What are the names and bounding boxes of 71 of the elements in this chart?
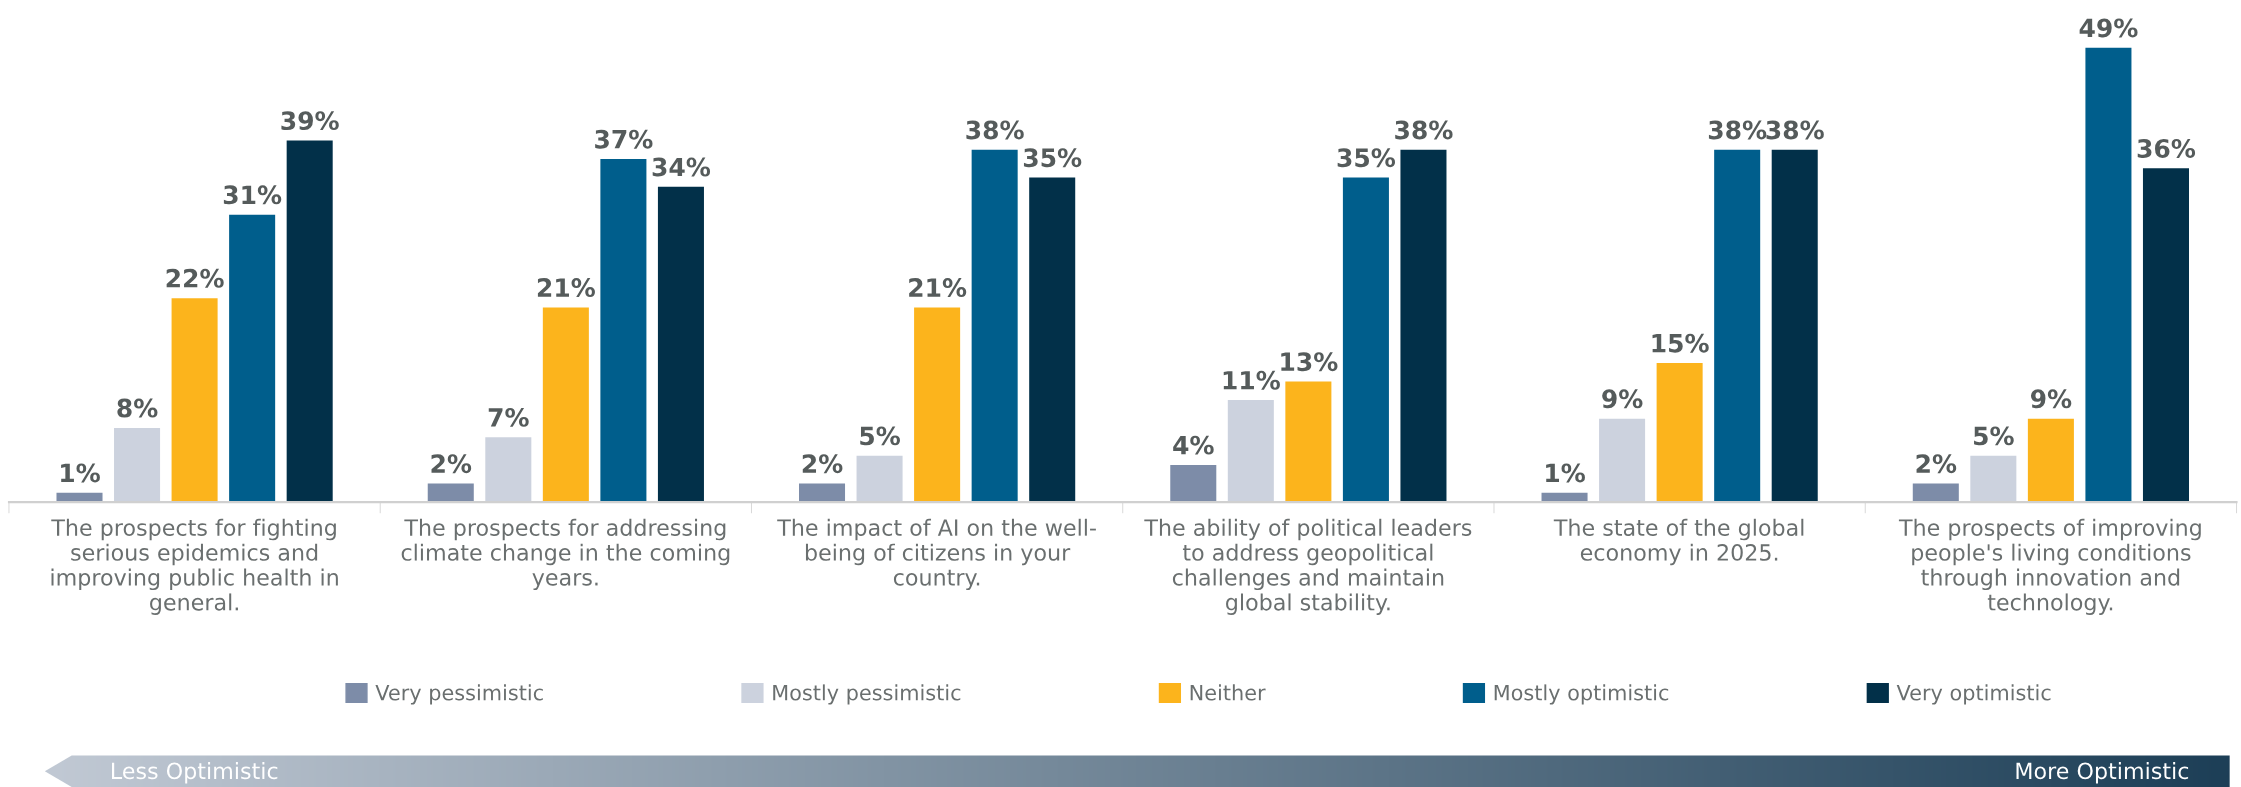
bar [2085, 47, 2132, 503]
x-tick-label: The prospects of improving people's living conditions through innovation and technology. [1898, 518, 2201, 615]
data-label: 11% [1223, 370, 1280, 390]
data-label: 22% [166, 268, 224, 288]
data-label: 35% [1337, 148, 1396, 168]
bar [1227, 400, 1274, 503]
bar [971, 149, 1018, 503]
bar [1400, 149, 1447, 503]
bar [171, 298, 218, 503]
text: Less Optimistic [111, 762, 278, 784]
bar [485, 437, 532, 503]
bar [1599, 418, 1646, 503]
legend-label: Mostly pessimistic [773, 684, 961, 705]
bar [600, 159, 647, 503]
bar [229, 214, 276, 503]
data-label: 9% [1602, 389, 1643, 409]
bar [427, 483, 474, 503]
data-label: 38% [1708, 120, 1767, 140]
bar [286, 140, 333, 503]
bar [542, 307, 589, 503]
data-label: 38% [1395, 120, 1453, 140]
bar [1170, 465, 1217, 503]
bar [2027, 418, 2074, 503]
bar [657, 186, 704, 503]
legend-label: Very optimistic [1896, 684, 2051, 705]
bar [1342, 177, 1389, 503]
data-label: 2% [1916, 454, 1957, 474]
data-label: 9% [2030, 389, 2072, 409]
bar [1970, 455, 2017, 503]
data-label: 2% [802, 454, 843, 474]
data-label: 49% [2079, 18, 2138, 38]
legend-label: Mostly optimistic [1494, 684, 1669, 705]
data-label: 5% [1974, 426, 2014, 446]
data-label: 31% [223, 185, 282, 205]
data-label: 7% [488, 407, 529, 427]
data-label: 38% [1766, 120, 1824, 140]
bar [1714, 149, 1761, 503]
legend-label: Neither [1190, 684, 1266, 701]
x-tick-label: The prospects for fighting serious epidemics and improving public health in general. [51, 518, 338, 615]
bar [914, 307, 961, 503]
bar [114, 427, 161, 503]
data-label: 21% [537, 278, 595, 297]
bar [1771, 149, 1818, 503]
data-label: 15% [1652, 333, 1709, 353]
text: More Optimistic [2016, 762, 2189, 784]
data-label: 38% [966, 120, 1024, 140]
bar [1285, 381, 1332, 503]
data-label: 1% [61, 463, 100, 483]
data-label: 36% [2137, 139, 2196, 158]
x-tick-label: The state of the global economy in 2025. [1553, 518, 1804, 566]
legend-label: Very pessimistic [375, 684, 543, 705]
data-label: 5% [860, 426, 900, 446]
bar [1912, 483, 1959, 503]
data-label: 35% [1023, 148, 1082, 168]
data-label: 2% [431, 454, 472, 474]
bar [799, 483, 846, 503]
bar [856, 455, 903, 503]
data-label: 4% [1173, 435, 1214, 455]
data-label: 13% [1281, 352, 1338, 372]
x-tick-label: The prospects for addressing climate change in the coming years. [401, 518, 730, 591]
x-tick-label: The ability of political leaders to address geopolitical challenges and maintain global stability. [1144, 518, 1472, 615]
x-tick-label: The impact of AI on the well- being of citizens in your country. [777, 518, 1096, 591]
data-label: 37% [595, 129, 653, 149]
data-label: 34% [652, 157, 711, 177]
data-label: 21% [909, 278, 967, 297]
data-label: 39% [281, 111, 339, 131]
data-label: 8% [117, 398, 158, 418]
bar [1029, 177, 1076, 503]
bar [1656, 363, 1703, 503]
data-label: 1% [1546, 463, 1585, 483]
bar [2142, 168, 2189, 503]
